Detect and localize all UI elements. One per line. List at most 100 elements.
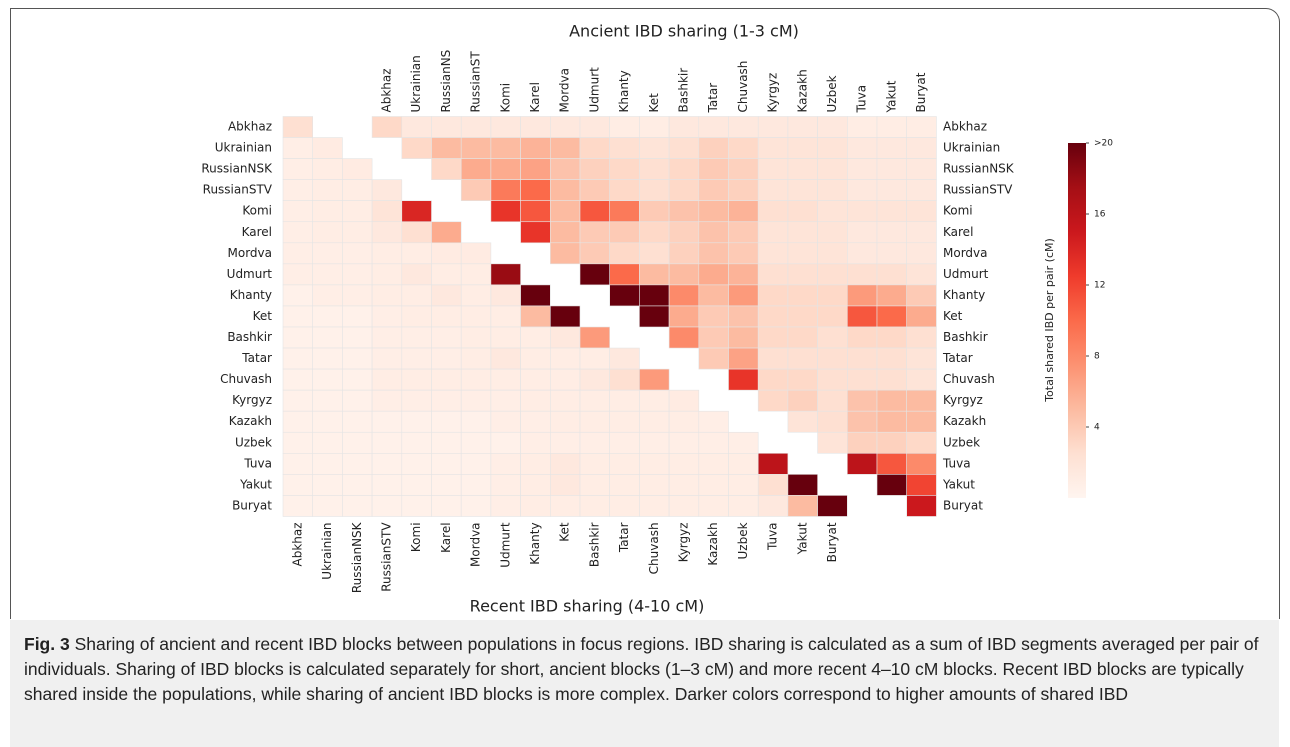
row-label: Kazakh (229, 414, 272, 428)
recent-cell (579, 347, 611, 370)
recent-cell (282, 347, 314, 370)
bottom-label: Tatar (617, 522, 631, 553)
ancient-cell (787, 116, 818, 138)
ancient-cell (579, 158, 611, 180)
ancient-cell (906, 495, 937, 517)
ancient-cell (906, 263, 937, 286)
x-axis-label: Recent IBD sharing (4-10 cM) (470, 597, 705, 616)
row-label-right: Kazakh (943, 414, 986, 428)
ancient-cell (846, 452, 878, 475)
caption-text: Sharing of ancient and recent IBD blocks… (24, 634, 1259, 704)
recent-cell (609, 474, 640, 496)
caption-label: Fig. 3 (24, 634, 70, 654)
ancient-cell (787, 200, 818, 223)
row-label-right: Khanty (943, 288, 985, 302)
recent-cell (282, 389, 314, 412)
recent-cell (520, 326, 551, 349)
recent-cell (312, 389, 343, 412)
figure-frame (10, 8, 1280, 619)
ancient-cell (698, 200, 729, 223)
recent-cell (728, 495, 759, 517)
recent-cell (431, 389, 462, 412)
recent-cell (728, 474, 759, 496)
recent-cell (431, 263, 462, 286)
ancient-cell (817, 347, 848, 370)
recent-cell (698, 410, 729, 433)
ancient-cell (520, 200, 551, 223)
ancient-cell (579, 263, 611, 286)
recent-cell (520, 431, 551, 454)
top-label: Abkhaz (379, 68, 393, 112)
ancient-cell (757, 137, 789, 159)
row-label-right: Tatar (942, 351, 973, 365)
ancient-cell (876, 221, 908, 244)
recent-cell (312, 179, 343, 201)
ancient-cell (579, 179, 611, 201)
recent-cell (431, 474, 462, 496)
ancient-cell (639, 116, 670, 138)
caption: Fig. 3 Sharing of ancient and recent IBD… (10, 620, 1279, 747)
recent-cell (728, 452, 759, 475)
recent-cell (312, 326, 343, 349)
recent-cell (698, 431, 729, 454)
ancient-cell (668, 221, 700, 244)
recent-cell (579, 495, 611, 517)
ancient-cell (401, 137, 432, 159)
recent-cell (460, 389, 492, 412)
ancient-cell (846, 242, 878, 265)
recent-cell (431, 410, 462, 433)
ancient-cell (757, 284, 789, 307)
recent-cell (342, 495, 373, 517)
ancient-cell (668, 326, 700, 349)
recent-cell (401, 221, 432, 244)
recent-cell (401, 452, 432, 475)
ancient-cell (728, 305, 759, 328)
recent-cell (609, 347, 640, 370)
bottom-label: Buryat (825, 522, 839, 562)
ancient-cell (698, 284, 729, 307)
ancient-cell (371, 116, 403, 138)
ancient-cell (757, 200, 789, 223)
recent-cell (460, 368, 492, 391)
ancient-cell (906, 200, 937, 223)
ancient-cell (639, 179, 670, 201)
ancient-cell (431, 116, 462, 138)
ancient-cell (817, 389, 848, 412)
recent-cell (371, 179, 403, 201)
ancient-cell (639, 305, 670, 328)
recent-cell (312, 347, 343, 370)
row-label: Udmurt (227, 267, 273, 281)
row-label: Mordva (228, 246, 273, 260)
ancient-cell (520, 158, 551, 180)
recent-cell (460, 474, 492, 496)
recent-cell (342, 347, 373, 370)
recent-cell (371, 431, 403, 454)
ancient-cell (639, 221, 670, 244)
recent-cell (549, 326, 581, 349)
ancient-cell (817, 263, 848, 286)
ancient-cell (728, 221, 759, 244)
ancient-cell (609, 200, 640, 223)
ancient-cell (906, 368, 937, 391)
recent-cell (520, 305, 551, 328)
top-label: Tatar (706, 83, 720, 114)
recent-cell (401, 305, 432, 328)
ancient-cell (549, 221, 581, 244)
recent-cell (312, 137, 343, 159)
recent-cell (431, 242, 462, 265)
recent-cell (342, 200, 373, 223)
ancient-cell (490, 137, 521, 159)
recent-cell (312, 242, 343, 265)
top-label: Mordva (558, 68, 572, 113)
ancient-cell (490, 116, 521, 138)
recent-cell (431, 347, 462, 370)
recent-cell (757, 474, 789, 496)
ancient-cell (876, 326, 908, 349)
recent-cell (668, 495, 700, 517)
recent-cell (282, 326, 314, 349)
recent-cell (549, 431, 581, 454)
row-label-right: Chuvash (943, 372, 995, 386)
recent-cell (312, 284, 343, 307)
ancient-cell (698, 347, 729, 370)
recent-cell (490, 452, 521, 475)
